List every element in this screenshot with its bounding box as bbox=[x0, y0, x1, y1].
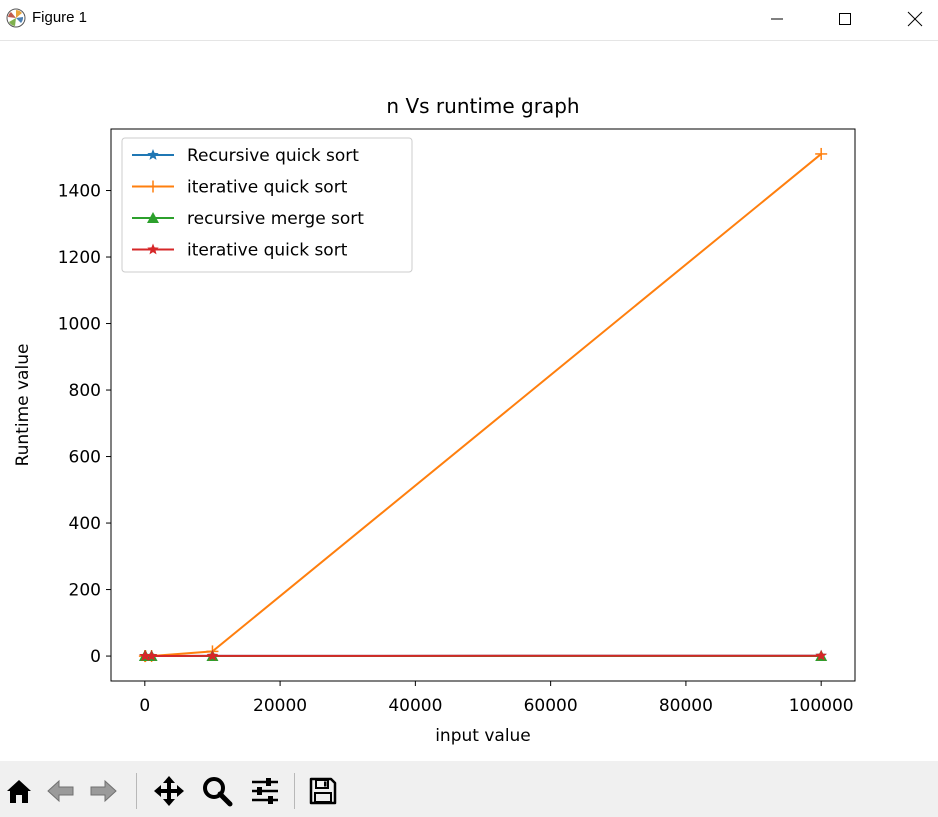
maximize-button[interactable] bbox=[822, 0, 868, 38]
data-point bbox=[147, 243, 159, 255]
legend-box bbox=[121, 137, 413, 273]
save-icon bbox=[309, 777, 337, 805]
x-tick-label: 60000 bbox=[524, 696, 578, 716]
legend-label: Recursive quick sort bbox=[187, 146, 359, 166]
configure-subplots-button[interactable] bbox=[246, 771, 284, 811]
legend-label: iterative quick sort bbox=[187, 178, 348, 198]
data-point bbox=[815, 649, 827, 661]
y-tick-label: 0 bbox=[90, 647, 101, 667]
x-tick-label: 80000 bbox=[659, 696, 713, 716]
y-tick-label: 200 bbox=[69, 581, 101, 601]
maximize-icon bbox=[839, 13, 851, 25]
x-axis-label: input value bbox=[435, 726, 531, 746]
y-tick-label: 1200 bbox=[58, 248, 101, 268]
close-button[interactable] bbox=[892, 0, 938, 38]
y-tick-label: 1400 bbox=[58, 182, 101, 202]
zoom-button[interactable] bbox=[198, 771, 236, 811]
home-icon bbox=[7, 780, 31, 803]
minimize-button[interactable] bbox=[754, 0, 800, 38]
y-tick-label: 1000 bbox=[58, 315, 101, 335]
toolbar-separator bbox=[294, 773, 295, 809]
forward-button[interactable] bbox=[84, 771, 122, 811]
minimize-icon bbox=[771, 18, 783, 20]
window-title-bar: Figure 1 bbox=[0, 0, 938, 41]
axes-frame bbox=[110, 128, 856, 682]
data-point bbox=[147, 212, 159, 223]
data-point bbox=[815, 147, 828, 160]
y-tick-label: 400 bbox=[69, 514, 101, 534]
legend-item: iterative quick sort bbox=[132, 241, 348, 261]
x-tick-label: 20000 bbox=[253, 696, 307, 716]
close-icon bbox=[907, 11, 923, 27]
zoom-icon bbox=[203, 777, 233, 807]
configure-subplots-icon bbox=[252, 778, 278, 804]
window-title: Figure 1 bbox=[32, 9, 88, 26]
navigation-toolbar bbox=[0, 761, 938, 817]
toolbar-separator bbox=[136, 773, 137, 809]
legend-item: recursive merge sort bbox=[132, 209, 364, 229]
legend-label: iterative quick sort bbox=[187, 241, 348, 261]
home-button[interactable] bbox=[0, 771, 38, 811]
legend-item: Recursive quick sort bbox=[132, 146, 359, 166]
pan-icon bbox=[154, 776, 184, 806]
pan-button[interactable] bbox=[150, 771, 188, 811]
x-tick-label: 100000 bbox=[789, 696, 854, 716]
y-tick-label: 800 bbox=[69, 381, 101, 401]
x-tick-label: 0 bbox=[139, 696, 150, 716]
matplotlib-logo-icon bbox=[6, 8, 26, 28]
save-button[interactable] bbox=[304, 771, 342, 811]
data-point bbox=[139, 650, 152, 661]
data-point bbox=[206, 649, 219, 661]
data-point bbox=[147, 180, 159, 193]
data-point bbox=[145, 650, 158, 661]
forward-arrow-icon bbox=[90, 779, 117, 803]
line-chart: n Vs runtime graph 0 20000 40000 60000 80000 1… bbox=[13, 94, 856, 746]
chart-title: n Vs runtime graph bbox=[386, 94, 579, 118]
legend-item: iterative quick sort bbox=[132, 178, 348, 198]
series-4 bbox=[139, 649, 827, 661]
legend: Recursive quick sort iterative quick sort… bbox=[121, 137, 413, 273]
figure-canvas[interactable]: n Vs runtime graph 0 20000 40000 60000 80000 1… bbox=[0, 41, 938, 761]
y-axis-label: Runtime value bbox=[13, 344, 33, 467]
back-arrow-icon bbox=[47, 779, 74, 803]
back-button[interactable] bbox=[42, 771, 80, 811]
y-tick-label: 600 bbox=[69, 448, 101, 468]
legend-label: recursive merge sort bbox=[187, 209, 364, 229]
data-point bbox=[147, 149, 159, 160]
x-tick-label: 40000 bbox=[388, 696, 442, 716]
